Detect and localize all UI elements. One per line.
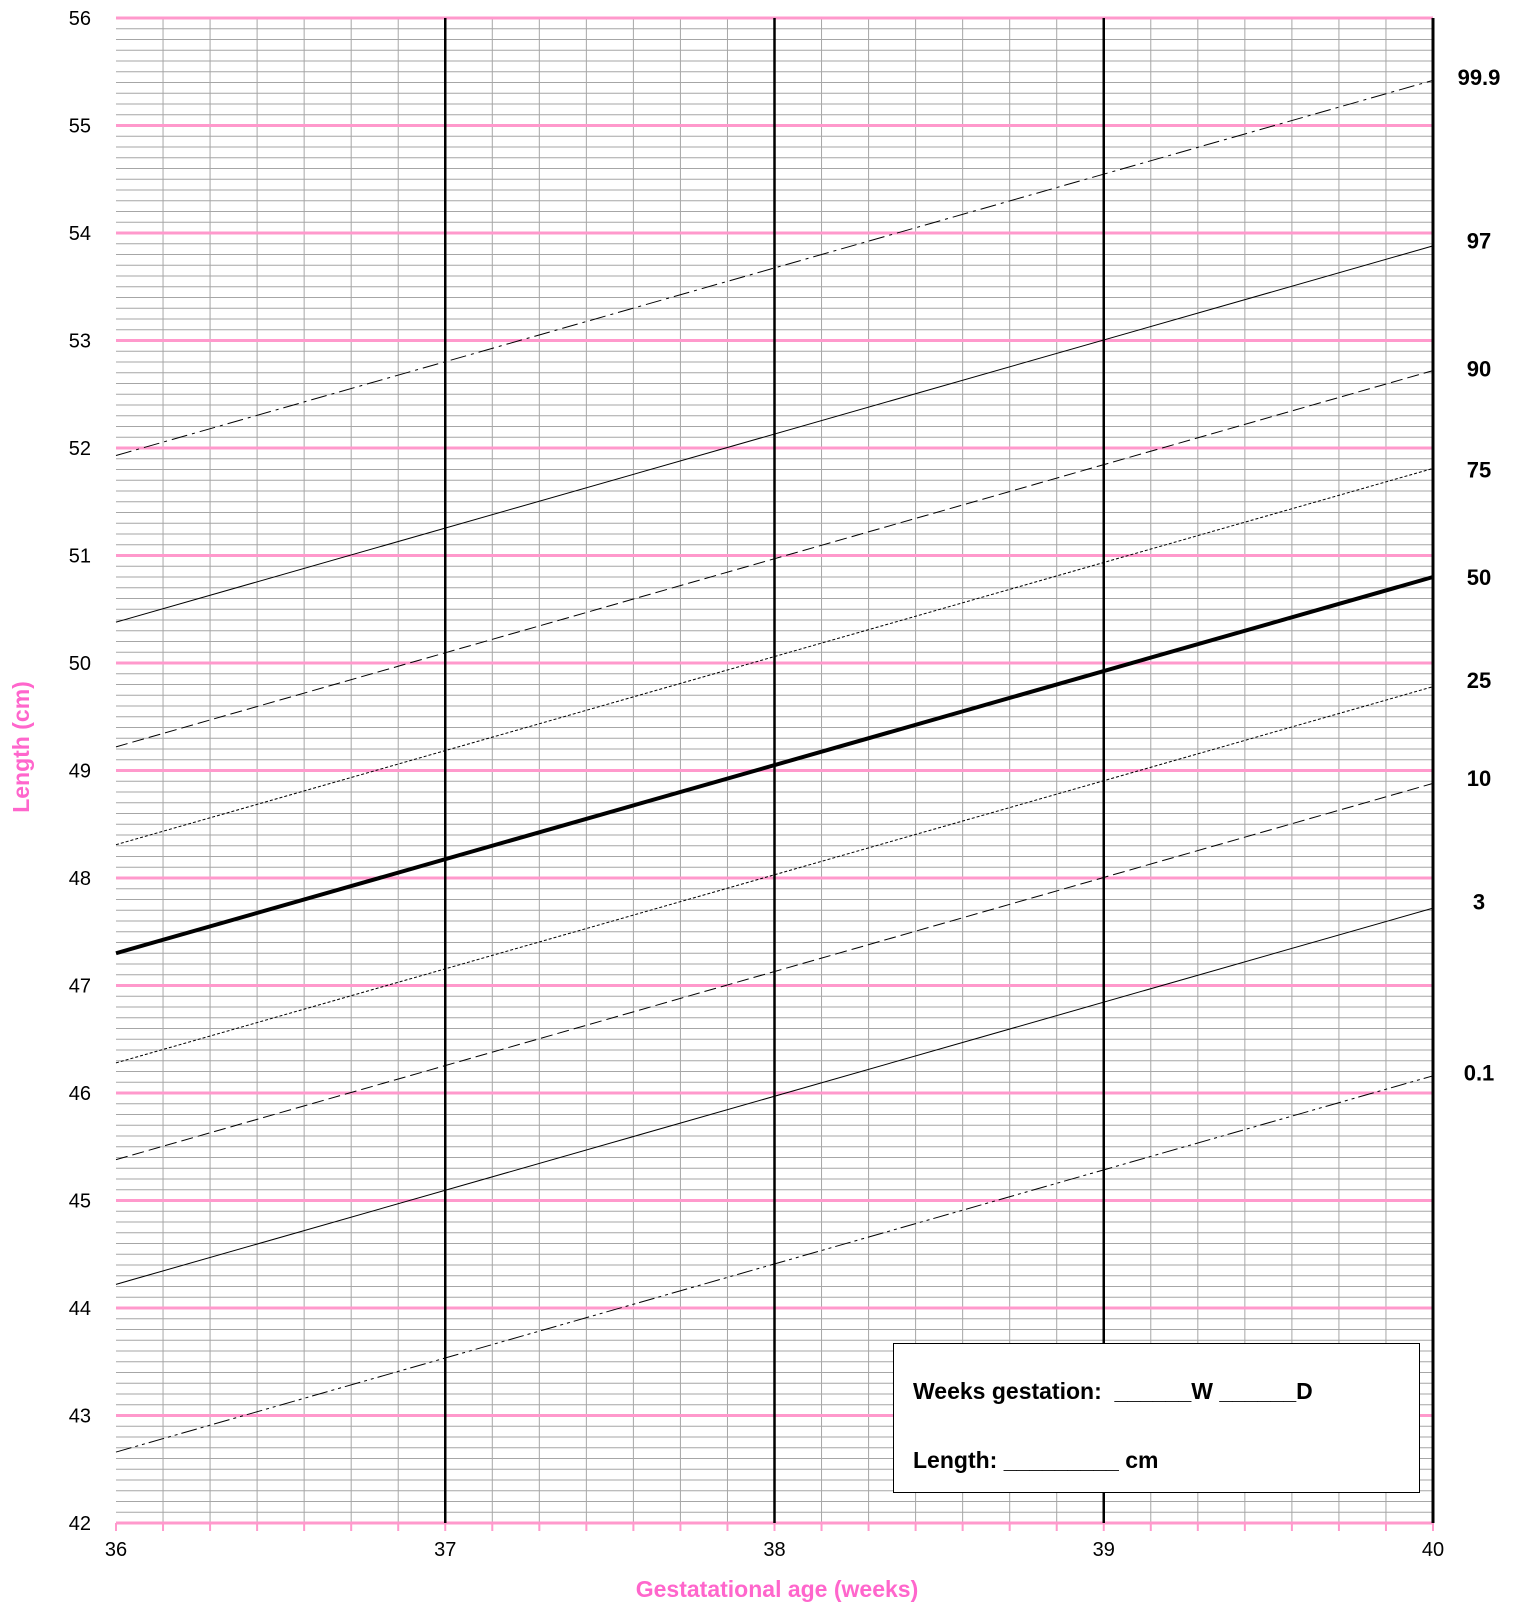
y-axis-title: Length (cm) [8,681,34,813]
curve-p75 [115,467,1434,846]
y-tick-label: 48 [69,868,91,890]
y-tick-label: 46 [69,1083,91,1105]
curve-p3 [115,907,1434,1285]
weeks-gestation-field[interactable]: Weeks gestation: ______W ______D [913,1378,1313,1404]
y-tick-label: 42 [69,1513,91,1535]
percentile-label: 0.1 [1464,1061,1495,1086]
percentile-label: 97 [1467,229,1491,254]
week-lines [444,18,1435,1523]
curve-p10 [115,782,1434,1161]
y-tick-label: 47 [69,976,91,998]
percentile-label: 99.9 [1458,65,1501,90]
x-axis-title: Gestatational age (weeks) [636,1576,919,1602]
x-tick-labels: 36 37 38 39 40 [105,1539,1444,1561]
y-tick-label: 44 [69,1298,91,1320]
y-tick-label: 55 [69,116,91,138]
curve-p97 [115,245,1434,623]
percentile-label: 3 [1473,890,1485,915]
x-tick-label: 39 [1093,1539,1115,1561]
curve-p25 [115,686,1434,1064]
percentile-curves [115,79,1434,1453]
y-tick-labels: 42 43 44 45 46 47 48 49 50 51 52 53 54 55 56 [69,8,91,1535]
percentile-label: 75 [1467,458,1491,483]
y-tick-label: 51 [69,546,91,568]
percentile-label: 50 [1467,565,1491,590]
percentile-labels: 99.9 97 90 75 50 25 10 3 0.1 [1458,65,1501,1085]
info-box: Weeks gestation: ______W ______D Length:… [893,1343,1420,1493]
length-field[interactable]: Length: _________ cm [913,1447,1159,1473]
x-tick-label: 40 [1422,1539,1444,1561]
x-tick-label: 36 [105,1539,127,1561]
y-tick-label: 56 [69,8,91,30]
curve-p0_1 [115,1075,1434,1453]
curve-p90 [115,370,1434,748]
percentile-label: 10 [1467,766,1491,791]
percentile-label: 90 [1467,356,1491,381]
y-tick-label: 52 [69,438,91,460]
y-tick-label: 54 [69,223,91,245]
y-tick-label: 53 [69,331,91,353]
x-tick-label: 37 [434,1539,456,1561]
y-tick-label: 45 [69,1191,91,1213]
x-tick-label: 38 [763,1539,785,1561]
y-tick-label: 50 [69,653,91,675]
y-tick-label: 43 [69,1406,91,1428]
y-tick-label: 49 [69,761,91,783]
percentile-label: 25 [1467,668,1491,693]
curve-p50 [115,575,1434,956]
curve-p99_9 [115,79,1434,457]
